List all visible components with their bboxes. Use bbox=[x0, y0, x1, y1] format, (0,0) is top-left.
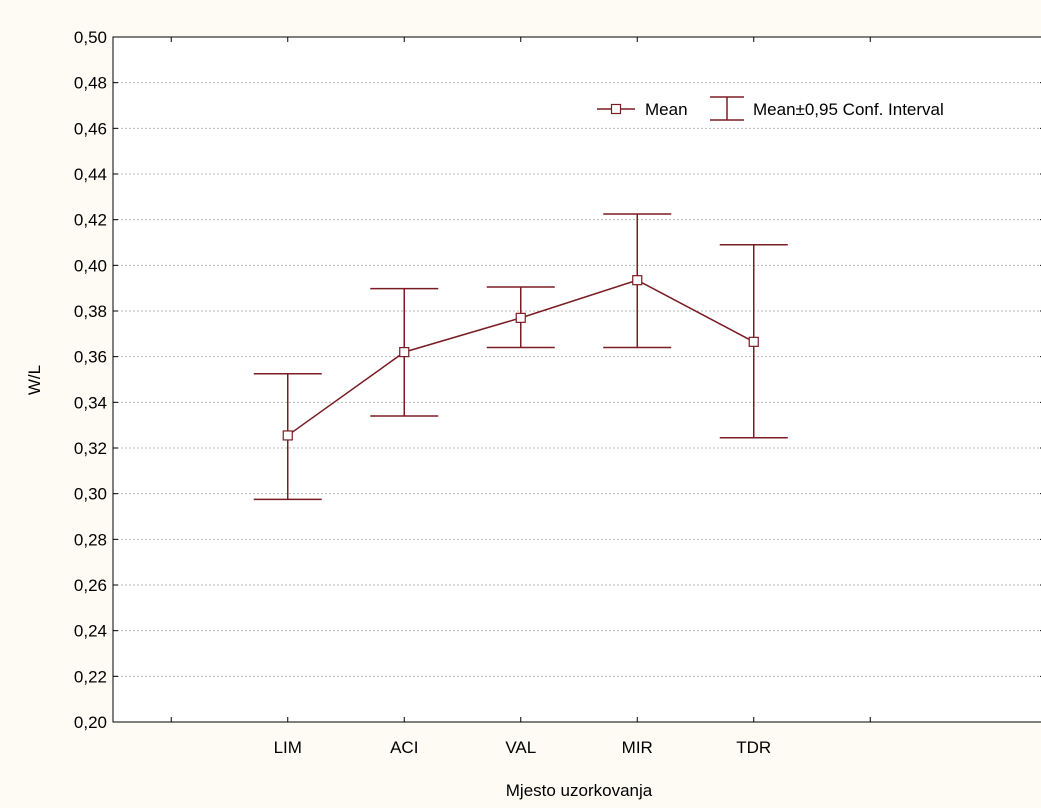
y-tick-label: 0,28 bbox=[74, 530, 107, 549]
mean-marker bbox=[748, 336, 759, 347]
y-tick-label: 0,40 bbox=[74, 256, 107, 275]
plot-area bbox=[113, 37, 1041, 722]
x-tick-labels: LIM ACI VAL MIR TDR bbox=[274, 738, 772, 757]
legend: Mean Mean±0,95 Conf. Interval bbox=[597, 96, 944, 121]
x-tick-label: VAL bbox=[505, 738, 536, 757]
mean-marker bbox=[282, 430, 293, 441]
y-tick-label: 0,30 bbox=[74, 485, 107, 504]
y-axis-title: W/L bbox=[25, 365, 44, 395]
mean-marker bbox=[632, 275, 643, 286]
y-tick-label: 0,22 bbox=[74, 667, 107, 686]
y-tick-label: 0,50 bbox=[74, 28, 107, 47]
y-tick-label: 0,48 bbox=[74, 74, 107, 93]
y-tick-label: 0,44 bbox=[74, 165, 107, 184]
y-tick-label: 0,32 bbox=[74, 439, 107, 458]
y-tick-label: 0,36 bbox=[74, 348, 107, 367]
y-tick-label: 0,20 bbox=[74, 713, 107, 732]
y-tick-labels: 0,20 0,22 0,24 0,26 0,28 0,30 0,32 0,34 0,36 0,38… bbox=[74, 28, 107, 732]
legend-mean-marker bbox=[610, 103, 622, 115]
y-tick-label: 0,34 bbox=[74, 393, 107, 412]
x-tick-label: MIR bbox=[622, 738, 653, 757]
x-tick-label: TDR bbox=[736, 738, 771, 757]
y-tick-label: 0,42 bbox=[74, 211, 107, 230]
x-axis-title: Mjesto uzorkovanja bbox=[506, 781, 653, 800]
legend-ci-label: Mean±0,95 Conf. Interval bbox=[753, 100, 944, 119]
plot-frame bbox=[112, 36, 1041, 723]
mean-markers bbox=[282, 275, 759, 441]
x-tick-label: LIM bbox=[274, 738, 302, 757]
legend-mean-label: Mean bbox=[645, 100, 688, 119]
grid-lines bbox=[113, 82, 1041, 677]
y-tick-label: 0,24 bbox=[74, 622, 107, 641]
y-tick-label: 0,38 bbox=[74, 302, 107, 321]
y-tick-label: 0,46 bbox=[74, 119, 107, 138]
mean-marker bbox=[515, 312, 526, 323]
axis-ticks bbox=[113, 36, 1041, 723]
x-tick-label: ACI bbox=[390, 738, 418, 757]
mean-marker bbox=[399, 347, 410, 358]
y-tick-label: 0,26 bbox=[74, 576, 107, 595]
